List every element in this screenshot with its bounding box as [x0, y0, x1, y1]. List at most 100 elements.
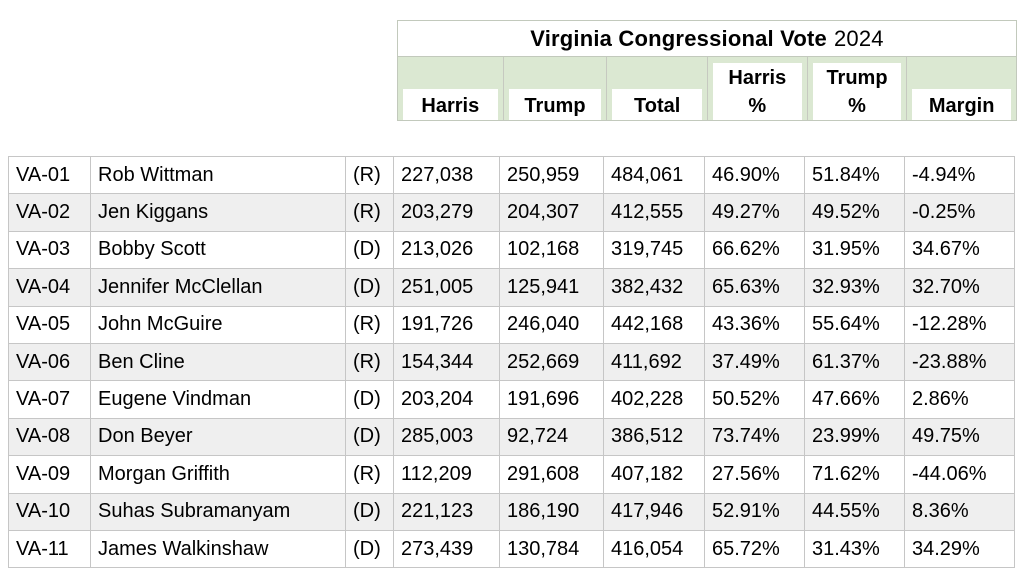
cell-name[interactable]: Suhas Subramanyam — [90, 492, 346, 531]
cell-name[interactable]: Bobby Scott — [90, 230, 346, 270]
cell-total-votes[interactable]: 402,228 — [603, 380, 705, 419]
cell-district[interactable]: VA-10 — [8, 492, 91, 531]
cell-party[interactable]: (D) — [345, 417, 394, 457]
cell-district[interactable]: VA-03 — [8, 230, 91, 270]
cell-district[interactable]: VA-05 — [8, 305, 91, 344]
cell-party[interactable]: (D) — [345, 380, 394, 419]
cell-harris-pct[interactable]: 50.52% — [704, 380, 805, 419]
cell-trump-pct[interactable]: 71.62% — [804, 455, 905, 494]
cell-trump-votes[interactable]: 246,040 — [499, 305, 604, 344]
cell-harris-pct[interactable]: 65.63% — [704, 268, 805, 307]
cell-total-votes[interactable]: 442,168 — [603, 305, 705, 344]
cell-margin[interactable]: 8.36% — [904, 492, 1015, 531]
cell-total-votes[interactable]: 411,692 — [603, 342, 705, 382]
cell-harris-pct[interactable]: 37.49% — [704, 342, 805, 382]
cell-harris-votes[interactable]: 221,123 — [393, 492, 500, 531]
cell-party[interactable]: (R) — [345, 305, 394, 344]
cell-trump-pct[interactable]: 49.52% — [804, 193, 905, 232]
cell-harris-votes[interactable]: 203,204 — [393, 380, 500, 419]
cell-trump-votes[interactable]: 191,696 — [499, 380, 604, 419]
cell-harris-pct[interactable]: 52.91% — [704, 492, 805, 531]
cell-district[interactable]: VA-04 — [8, 268, 91, 307]
cell-total-votes[interactable]: 484,061 — [603, 155, 705, 195]
cell-margin[interactable]: -0.25% — [904, 193, 1015, 232]
cell-trump-pct[interactable]: 44.55% — [804, 492, 905, 531]
cell-harris-votes[interactable]: 273,439 — [393, 529, 500, 569]
cell-trump-votes[interactable]: 250,959 — [499, 155, 604, 195]
cell-district[interactable]: VA-01 — [8, 155, 91, 195]
cell-district[interactable]: VA-06 — [8, 342, 91, 382]
cell-total-votes[interactable]: 412,555 — [603, 193, 705, 232]
cell-party[interactable]: (D) — [345, 529, 394, 569]
cell-trump-pct[interactable]: 51.84% — [804, 155, 905, 195]
cell-harris-pct[interactable]: 27.56% — [704, 455, 805, 494]
cell-district[interactable]: VA-09 — [8, 455, 91, 494]
cell-trump-votes[interactable]: 125,941 — [499, 268, 604, 307]
cell-margin[interactable]: 49.75% — [904, 417, 1015, 457]
cell-harris-votes[interactable]: 285,003 — [393, 417, 500, 457]
cell-margin[interactable]: -23.88% — [904, 342, 1015, 382]
cell-name[interactable]: Jennifer McClellan — [90, 268, 346, 307]
cell-harris-votes[interactable]: 203,279 — [393, 193, 500, 232]
cell-harris-votes[interactable]: 191,726 — [393, 305, 500, 344]
cell-total-votes[interactable]: 416,054 — [603, 529, 705, 569]
cell-margin[interactable]: 34.29% — [904, 529, 1015, 569]
cell-trump-pct[interactable]: 31.43% — [804, 529, 905, 569]
cell-trump-pct[interactable]: 47.66% — [804, 380, 905, 419]
cell-party[interactable]: (R) — [345, 155, 394, 195]
cell-trump-pct[interactable]: 23.99% — [804, 417, 905, 457]
cell-trump-votes[interactable]: 204,307 — [499, 193, 604, 232]
cell-district[interactable]: VA-11 — [8, 529, 91, 569]
column-header-harris-pct[interactable]: Harris % — [708, 57, 808, 120]
cell-margin[interactable]: -4.94% — [904, 155, 1015, 195]
cell-name[interactable]: Jen Kiggans — [90, 193, 346, 232]
cell-name[interactable]: Don Beyer — [90, 417, 346, 457]
cell-margin[interactable]: -44.06% — [904, 455, 1015, 494]
cell-name[interactable]: Rob Wittman — [90, 155, 346, 195]
cell-harris-pct[interactable]: 66.62% — [704, 230, 805, 270]
cell-margin[interactable]: 32.70% — [904, 268, 1015, 307]
cell-harris-pct[interactable]: 65.72% — [704, 529, 805, 569]
cell-name[interactable]: James Walkinshaw — [90, 529, 346, 569]
cell-party[interactable]: (D) — [345, 268, 394, 307]
cell-margin[interactable]: 2.86% — [904, 380, 1015, 419]
column-header-margin[interactable]: Margin — [907, 57, 1016, 120]
cell-harris-votes[interactable]: 154,344 — [393, 342, 500, 382]
cell-total-votes[interactable]: 417,946 — [603, 492, 705, 531]
cell-district[interactable]: VA-07 — [8, 380, 91, 419]
column-header-total[interactable]: Total — [607, 57, 708, 120]
cell-harris-pct[interactable]: 46.90% — [704, 155, 805, 195]
cell-harris-pct[interactable]: 49.27% — [704, 193, 805, 232]
column-header-harris[interactable]: Harris — [398, 57, 504, 120]
cell-margin[interactable]: -12.28% — [904, 305, 1015, 344]
column-header-trump-pct[interactable]: Trump % — [807, 57, 908, 120]
cell-name[interactable]: Morgan Griffith — [90, 455, 346, 494]
cell-party[interactable]: (D) — [345, 230, 394, 270]
cell-trump-votes[interactable]: 130,784 — [499, 529, 604, 569]
cell-harris-votes[interactable]: 227,038 — [393, 155, 500, 195]
cell-name[interactable]: Eugene Vindman — [90, 380, 346, 419]
cell-total-votes[interactable]: 386,512 — [603, 417, 705, 457]
cell-total-votes[interactable]: 407,182 — [603, 455, 705, 494]
cell-party[interactable]: (D) — [345, 492, 394, 531]
cell-harris-votes[interactable]: 112,209 — [393, 455, 500, 494]
cell-harris-pct[interactable]: 73.74% — [704, 417, 805, 457]
cell-trump-pct[interactable]: 55.64% — [804, 305, 905, 344]
cell-trump-votes[interactable]: 252,669 — [499, 342, 604, 382]
cell-district[interactable]: VA-08 — [8, 417, 91, 457]
cell-party[interactable]: (R) — [345, 193, 394, 232]
cell-margin[interactable]: 34.67% — [904, 230, 1015, 270]
cell-trump-votes[interactable]: 102,168 — [499, 230, 604, 270]
cell-trump-pct[interactable]: 61.37% — [804, 342, 905, 382]
cell-harris-pct[interactable]: 43.36% — [704, 305, 805, 344]
cell-harris-votes[interactable]: 251,005 — [393, 268, 500, 307]
cell-trump-votes[interactable]: 186,190 — [499, 492, 604, 531]
cell-name[interactable]: Ben Cline — [90, 342, 346, 382]
cell-trump-votes[interactable]: 291,608 — [499, 455, 604, 494]
cell-total-votes[interactable]: 319,745 — [603, 230, 705, 270]
cell-total-votes[interactable]: 382,432 — [603, 268, 705, 307]
cell-name[interactable]: John McGuire — [90, 305, 346, 344]
cell-harris-votes[interactable]: 213,026 — [393, 230, 500, 270]
cell-party[interactable]: (R) — [345, 455, 394, 494]
column-header-trump[interactable]: Trump — [503, 57, 608, 120]
